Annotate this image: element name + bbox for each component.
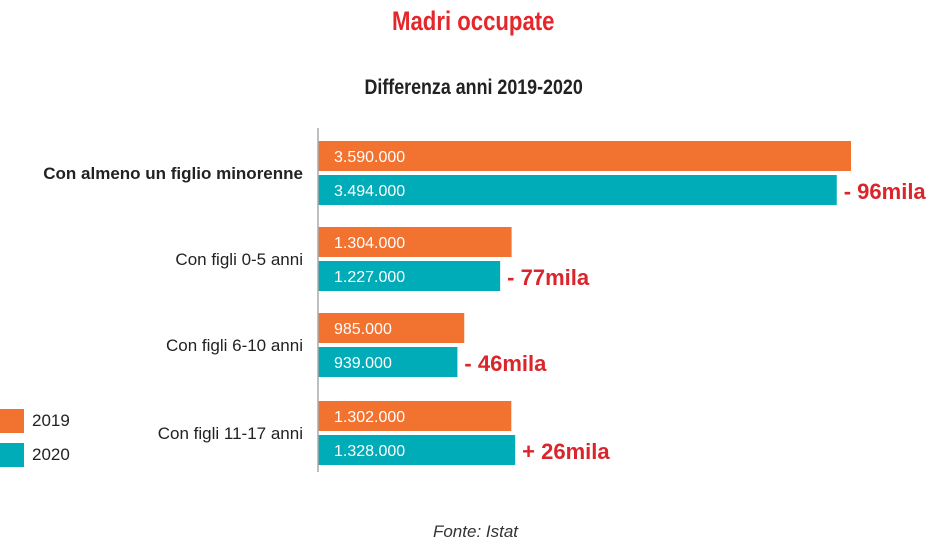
bar-value-label: 939.000 bbox=[334, 355, 392, 372]
legend-label-2020: 2020 bbox=[32, 445, 70, 464]
bar-value-label: 3.590.000 bbox=[334, 149, 405, 166]
bar-value-label: 1.227.000 bbox=[334, 269, 405, 286]
difference-label: + 26mila bbox=[522, 439, 610, 464]
category-label: Con figli 0-5 anni bbox=[175, 250, 303, 269]
difference-label: - 96mila bbox=[844, 179, 927, 204]
bar-2020 bbox=[318, 347, 458, 377]
difference-label: - 46mila bbox=[464, 351, 547, 376]
bar-value-label: 3.494.000 bbox=[334, 183, 405, 200]
bar-value-label: 1.328.000 bbox=[334, 443, 405, 460]
bar-2020 bbox=[318, 435, 516, 465]
bar-2019 bbox=[318, 313, 465, 343]
source-note: Fonte: Istat bbox=[432, 522, 519, 541]
difference-label: - 77mila bbox=[507, 265, 590, 290]
category-label: Con almeno un figlio minorenne bbox=[43, 164, 303, 183]
bar-2019 bbox=[318, 227, 512, 257]
category-label: Con figli 6-10 anni bbox=[166, 336, 303, 355]
category-label: Con figli 11-17 anni bbox=[158, 424, 303, 443]
legend-swatch-2019 bbox=[0, 409, 24, 433]
chart-subtitle: Differenza anni 2019-2020 bbox=[364, 76, 583, 99]
bar-value-label: 985.000 bbox=[334, 321, 392, 338]
bar-2020 bbox=[318, 175, 837, 205]
bar-2019 bbox=[318, 401, 512, 431]
bar-2019 bbox=[318, 141, 851, 171]
legend-swatch-2020 bbox=[0, 443, 24, 467]
chart-title: Madri occupate bbox=[392, 6, 555, 36]
bar-value-label: 1.302.000 bbox=[334, 409, 405, 426]
legend-label-2019: 2019 bbox=[32, 411, 70, 430]
bar-2020 bbox=[318, 261, 501, 291]
bar-value-label: 1.304.000 bbox=[334, 235, 405, 252]
